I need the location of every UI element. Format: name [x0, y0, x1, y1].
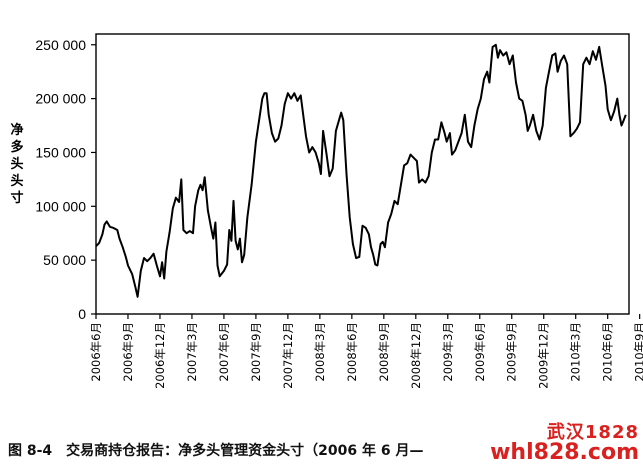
figure-caption: 图 8-4 交易商持仓报告：净多头管理资金头寸（2006 年 6 月— [8, 436, 528, 464]
x-tick-label: 2007年6月 [217, 322, 231, 382]
x-tick-label: 2006年12月 [153, 322, 167, 389]
y-axis-label-char: 头 [10, 173, 23, 189]
y-axis-label-char: 头 [10, 156, 23, 172]
x-axis-ticks: 2006年6月 2006年9月 2006年12月 2007年3月 2007年6月 2007… [89, 314, 643, 389]
series-group [95, 43, 627, 298]
x-tick-label: 2009年6月 [473, 322, 487, 382]
x-tick-label: 2007年12月 [281, 322, 295, 389]
watermark: 武汉1828 whl828.com [490, 424, 639, 464]
x-tick-label: 2007年9月 [249, 322, 263, 382]
x-tick-label: 2008年3月 [313, 322, 327, 382]
x-tick-label: 2006年6月 [89, 322, 103, 382]
y-tick-label: 50 000 [43, 252, 86, 268]
x-tick-label: 2006年9月 [121, 322, 135, 382]
x-tick-label: 2009年3月 [441, 322, 455, 382]
series-line [95, 43, 627, 298]
y-tick-label: 200 000 [35, 91, 86, 107]
y-tick-label: 150 000 [35, 144, 86, 160]
watermark-line1: 武汉1828 [546, 422, 639, 443]
y-tick-label: 250 000 [35, 37, 86, 53]
y-tick-label: 100 000 [35, 198, 86, 214]
watermark-line2: whl828.com [490, 440, 639, 465]
y-axis-ticks: 0 50 000 100 000 150 000 200 000 250 000 [35, 37, 96, 322]
y-axis-label-char: 寸 [10, 190, 23, 206]
figure-number: 图 8-4 [8, 443, 53, 459]
x-tick-label: 2008年9月 [377, 322, 391, 382]
x-tick-label: 2010年3月 [569, 322, 583, 382]
plot-frame [95, 33, 630, 315]
x-tick-label: 2008年12月 [409, 322, 423, 389]
y-axis-label-char: 净 [10, 122, 23, 138]
y-tick-label: 0 [78, 306, 86, 322]
x-tick-label: 2010年9月 [633, 322, 643, 382]
x-tick-label: 2009年12月 [537, 322, 551, 389]
x-tick-label: 2009年9月 [505, 322, 519, 382]
figure-caption-text: 交易商持仓报告：净多头管理资金头寸（2006 年 6 月— [66, 443, 424, 459]
x-tick-label: 2008年6月 [345, 322, 359, 382]
y-axis-label-char: 多 [10, 139, 23, 155]
x-tick-label: 2010年6月 [601, 322, 615, 382]
x-tick-label: 2007年3月 [185, 322, 199, 382]
